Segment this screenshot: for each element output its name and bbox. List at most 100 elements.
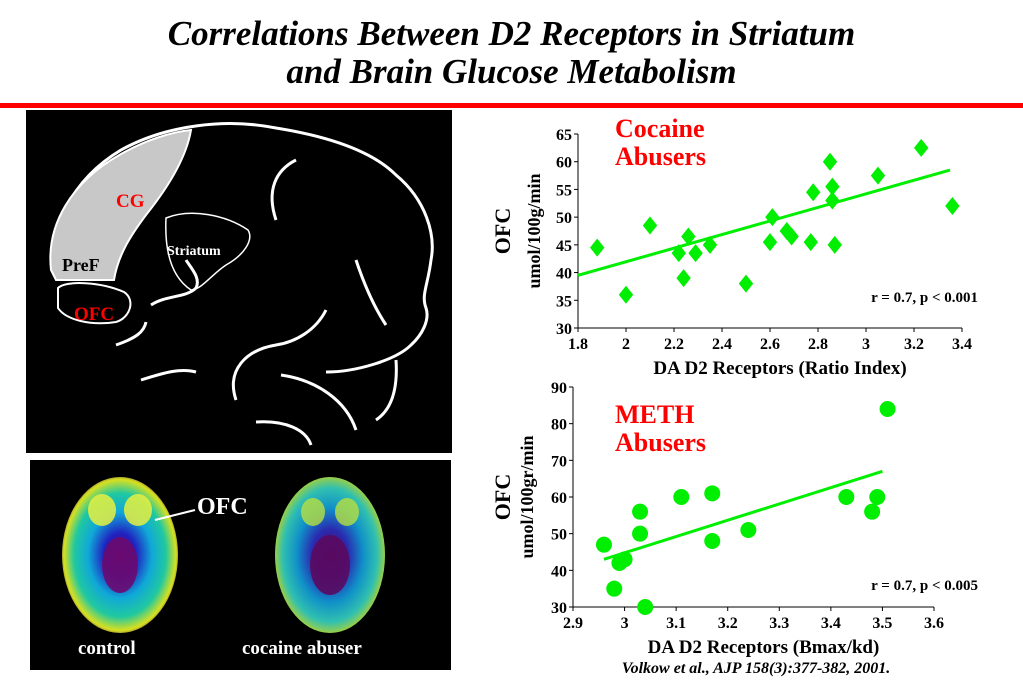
cg-label: CG xyxy=(116,191,145,212)
regression-line xyxy=(603,469,883,561)
sulcus-line xyxy=(270,158,297,221)
sulcus-line xyxy=(115,321,148,347)
data-point xyxy=(765,208,780,227)
y-tick-label: 40 xyxy=(556,266,572,283)
chart-title: METH xyxy=(615,400,694,429)
x-tick-label: 3.2 xyxy=(904,336,924,353)
striatum-label: Striatum xyxy=(167,244,221,259)
data-point xyxy=(838,489,855,505)
title-divider xyxy=(0,103,1023,108)
x-tick-label: 2.9 xyxy=(563,615,583,632)
data-point xyxy=(673,489,690,505)
data-point xyxy=(825,177,840,196)
y-tick-label: 45 xyxy=(556,238,572,255)
y-tick-label: 80 xyxy=(551,417,567,434)
data-point xyxy=(870,166,886,185)
pet-scan-images: OFC xyxy=(62,477,385,633)
chart-title: Abusers xyxy=(615,142,706,171)
sulcus-line xyxy=(140,368,197,382)
y-axis-label-units: umol/100gr/min xyxy=(517,435,537,558)
cortex-outline xyxy=(51,122,434,374)
data-point xyxy=(738,274,754,293)
sulcus-line xyxy=(150,259,199,307)
x-axis-label: DA D2 Receptors (Ratio Index) xyxy=(653,358,906,379)
sulcus-line xyxy=(280,373,358,431)
x-tick-label: 3.2 xyxy=(718,615,738,632)
x-axis-label: DA D2 Receptors (Bmax/kd) xyxy=(648,637,880,658)
y-tick-label: 60 xyxy=(556,155,572,172)
y-tick-label: 40 xyxy=(551,563,567,580)
sulcus-line xyxy=(231,309,328,401)
pet-hotspot xyxy=(88,494,116,526)
citation: Volkow et al., AJP 158(3):377-382, 2001. xyxy=(621,660,891,677)
x-tick-label: 2.8 xyxy=(808,336,828,353)
striatum-outline xyxy=(165,212,251,291)
data-point xyxy=(914,138,929,157)
data-point xyxy=(632,525,649,542)
data-point xyxy=(606,580,623,597)
x-tick-label: 3.1 xyxy=(666,615,686,632)
sulcus-line xyxy=(354,259,388,326)
y-tick-label: 70 xyxy=(551,453,567,470)
data-point xyxy=(642,216,658,235)
cingulate-prefrontal-region xyxy=(49,128,193,281)
caption-cocaine-abuser: cocaine abuser xyxy=(242,638,362,659)
data-point xyxy=(740,522,757,538)
data-point xyxy=(595,536,612,553)
data-point xyxy=(676,269,691,288)
data-point xyxy=(827,235,842,254)
x-tick-label: 3 xyxy=(862,336,870,353)
data-point xyxy=(762,233,778,252)
data-point xyxy=(637,599,654,615)
x-tick-label: 3.5 xyxy=(872,615,892,632)
brain-sagittal-diagram: CG PreF OFC Striatum xyxy=(49,122,434,446)
x-tick-label: 3.4 xyxy=(821,615,841,632)
data-point xyxy=(779,222,794,240)
data-point xyxy=(803,233,818,252)
data-point xyxy=(869,489,886,505)
pet-hotspot xyxy=(124,494,152,526)
page-title-line2: and Brain Glucose Metabolism xyxy=(286,52,737,91)
ofc-pointer xyxy=(154,509,196,521)
data-point xyxy=(681,227,696,246)
x-tick-label: 3.3 xyxy=(769,615,789,632)
sulcus-line xyxy=(375,359,398,422)
data-point xyxy=(825,191,840,210)
x-tick-label: 3 xyxy=(621,615,629,632)
correlation-annotation: r = 0.7, p < 0.001 xyxy=(871,290,978,306)
ofc-label: OFC xyxy=(74,304,114,325)
data-point xyxy=(702,235,718,254)
pref-label: PreF xyxy=(62,255,100,275)
pet-images-panel: OFC control cocaine abuser xyxy=(30,460,451,670)
data-point xyxy=(616,551,633,568)
x-tick-label: 3.6 xyxy=(924,615,944,632)
data-point xyxy=(704,485,721,502)
pet-ofc-label: OFC xyxy=(197,494,248,520)
data-point xyxy=(806,183,821,202)
data-point xyxy=(879,401,896,417)
pet-center xyxy=(102,537,138,593)
brain-diagram-panel: CG PreF OFC Striatum xyxy=(26,110,452,453)
y-tick-label: 30 xyxy=(556,321,572,338)
x-tick-label: 2 xyxy=(622,336,630,353)
y-axis-label-units: umol/100g/min xyxy=(524,173,544,288)
data-point xyxy=(704,533,721,549)
data-point xyxy=(618,285,634,304)
x-tick-label: 2.6 xyxy=(760,336,780,353)
regression-line xyxy=(577,168,951,277)
data-point xyxy=(590,238,605,257)
y-tick-label: 90 xyxy=(551,380,567,397)
y-tick-label: 50 xyxy=(556,210,572,227)
x-tick-label: 2.2 xyxy=(664,336,684,353)
y-tick-label: 65 xyxy=(556,127,572,144)
page-title-line1: Correlations Between D2 Receptors in Str… xyxy=(167,14,856,53)
data-point xyxy=(822,152,838,171)
y-tick-label: 50 xyxy=(551,527,567,544)
data-point xyxy=(864,503,881,520)
pet-center xyxy=(310,535,350,595)
y-tick-label: 60 xyxy=(551,490,567,507)
caption-control: control xyxy=(78,638,136,659)
y-tick-label: 35 xyxy=(556,293,572,310)
sulcus-line xyxy=(255,420,313,446)
